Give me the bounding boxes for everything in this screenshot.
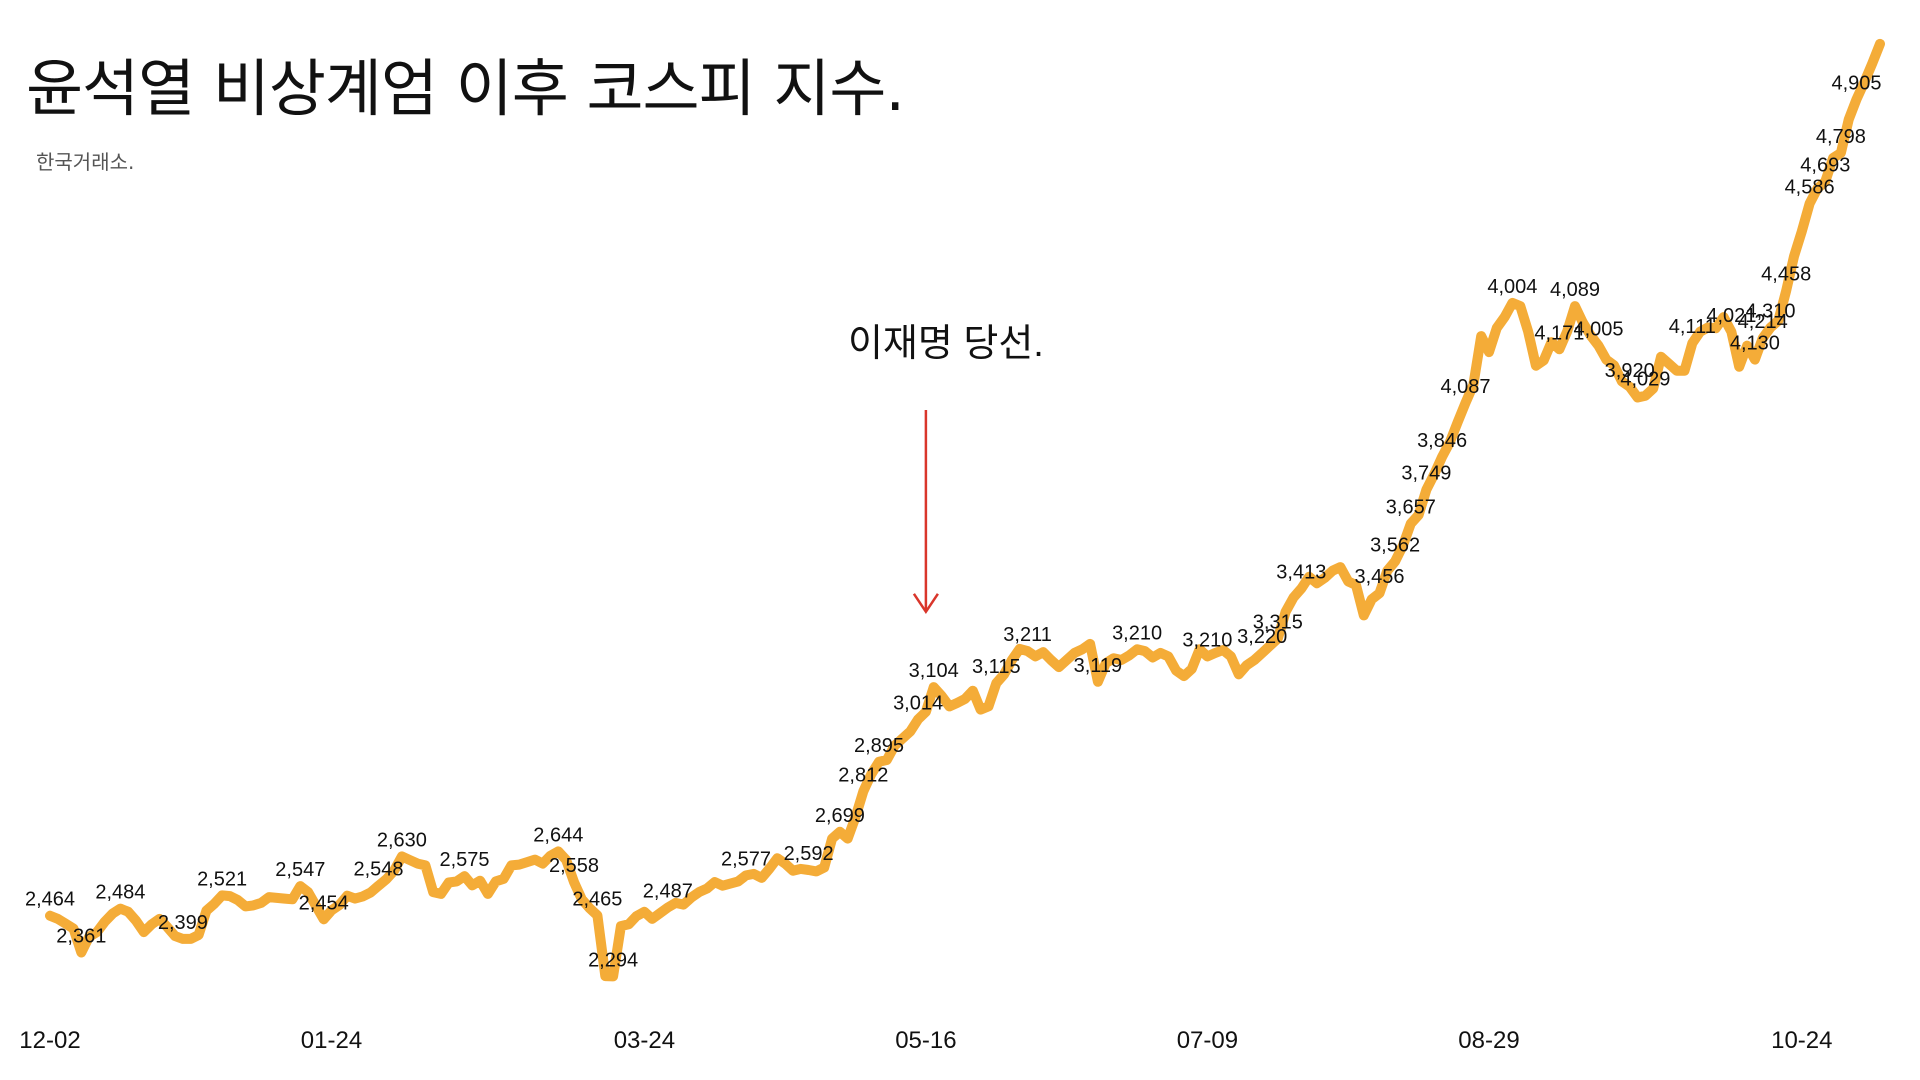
data-label: 3,920 [1605,360,1655,382]
data-label: 4,004 [1487,276,1537,298]
x-tick-label: 01-24 [301,1027,362,1054]
data-label: 3,562 [1370,534,1420,556]
data-label: 2,548 [353,859,403,881]
chart-subtitle: 한국거래소. [36,150,135,174]
data-label: 4,693 [1800,154,1850,176]
data-label: 3,220 [1237,626,1287,648]
series-line [45,38,1885,982]
x-tick-label: 08-29 [1458,1027,1519,1054]
data-label: 3,119 [1074,655,1123,677]
data-label: 4,111 [1669,316,1716,338]
data-label: 3,456 [1354,566,1404,588]
data-label: 2,699 [815,805,865,827]
data-label: 4,798 [1816,126,1866,148]
data-label: 4,310 [1745,301,1795,323]
x-tick-label: 07-09 [1177,1027,1238,1054]
data-label: 3,657 [1386,497,1436,519]
annotation-layer: 이재명 당선. [848,323,1044,615]
data-label: 2,521 [197,868,247,890]
data-label: 2,454 [299,892,349,914]
data-label: 3,211 [1003,624,1052,646]
data-label: 4,905 [1831,72,1881,94]
x-tick-label: 10-24 [1771,1027,1832,1054]
annotation-arrow-head [912,593,939,615]
x-tick-label: 05-16 [895,1027,956,1054]
data-label: 2,895 [854,735,904,757]
data-label: 4,130 [1730,333,1780,355]
data-label: 2,294 [588,949,638,971]
data-label: 4,171 [1534,322,1584,344]
data-label: 2,592 [784,843,834,865]
data-label: 3,413 [1276,562,1326,584]
data-label: 4,029 [1620,369,1670,391]
x-tick-label: 12-02 [19,1027,80,1054]
data-label: 2,487 [643,881,693,903]
data-label: 3,014 [893,692,943,714]
chart-title: 윤석열 비상계엄 이후 코스피 지수. [26,52,905,125]
data-label: 2,361 [56,926,106,948]
data-label: 3,749 [1401,463,1451,485]
data-label: 2,547 [275,859,325,881]
data-label: 2,812 [838,764,888,786]
data-label: 2,484 [95,882,145,904]
data-label: 3,210 [1182,629,1232,651]
series-line-layer [45,38,1885,982]
data-label: 3,115 [972,656,1021,678]
data-label: 2,399 [158,912,208,934]
data-label: 2,464 [25,889,75,911]
data-label: 2,558 [549,855,599,877]
data-label: 3,315 [1253,612,1303,634]
data-label: 4,089 [1550,279,1600,301]
data-label: 3,210 [1112,622,1162,644]
x-tick-label: 03-24 [614,1027,675,1054]
data-label: 4,021 [1706,305,1756,327]
data-label: 4,586 [1785,177,1835,199]
data-label: 2,577 [721,848,771,870]
data-label: 2,630 [377,829,427,851]
data-label: 2,644 [533,824,583,846]
data-label: 4,458 [1761,264,1811,286]
data-label: 4,087 [1440,376,1490,398]
data-label: 4,214 [1738,311,1788,333]
data-label: 4,005 [1573,319,1623,341]
data-label: 3,104 [909,660,959,682]
data-label: 3,846 [1417,430,1467,452]
data-label: 2,465 [572,888,622,910]
data-label: 2,575 [439,849,489,871]
annotation-label: 이재명 당선. [848,323,1044,365]
data-label-layer: 2,464 2,361 2,484 2,399 2,521 2,547 2,4542,548… [25,72,1882,971]
